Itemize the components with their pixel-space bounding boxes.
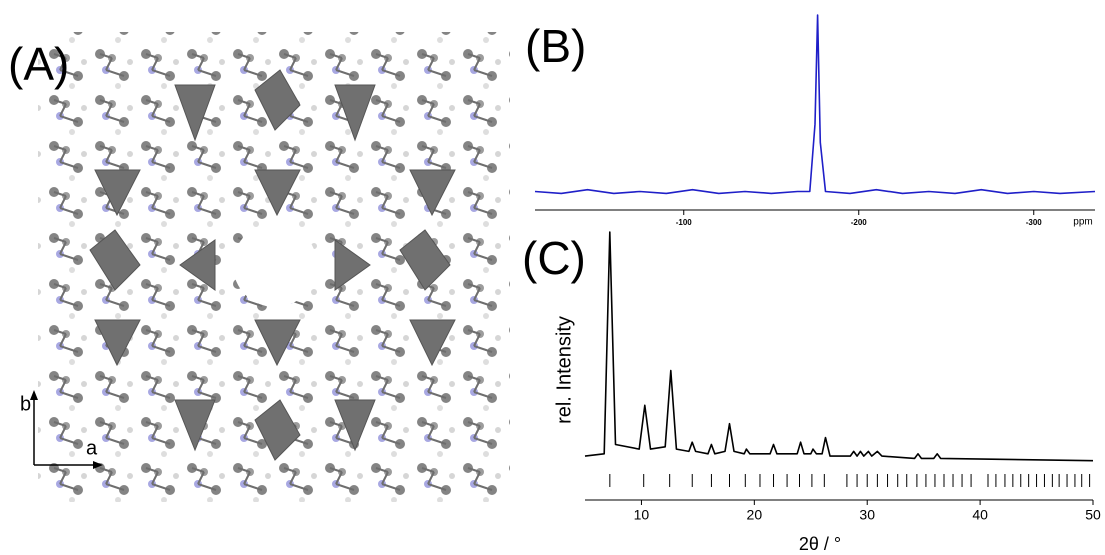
x-axis-label: ppm: [1073, 217, 1092, 228]
x-tick-label: 20: [747, 507, 763, 523]
axis-a-label: a: [86, 437, 98, 459]
x-tick-label: 30: [859, 507, 875, 523]
x-tick-label: 10: [634, 507, 650, 523]
x-tick-label: 50: [1085, 507, 1101, 523]
data-line: [584, 231, 1094, 462]
x-axis-label: 2θ / °: [799, 534, 841, 554]
arrow-head: [93, 461, 103, 469]
panel-label: (A): [8, 38, 69, 90]
coordination-polyhedra: [89, 69, 456, 461]
panel-label: (B): [525, 20, 586, 72]
panel-label: (C): [522, 232, 586, 284]
axis-b-label: b: [20, 393, 31, 415]
structure-panel: b a (A): [8, 32, 510, 502]
x-tick-label: -300: [1026, 218, 1043, 227]
x-tick-label: -100: [676, 218, 693, 227]
y-axis-label: rel. Intensity: [553, 316, 575, 424]
data-line: [534, 14, 1096, 195]
arrow-head: [30, 390, 38, 400]
pore: [233, 223, 317, 307]
x-tick-label: 40: [972, 507, 988, 523]
x-tick-label: -200: [851, 218, 868, 227]
